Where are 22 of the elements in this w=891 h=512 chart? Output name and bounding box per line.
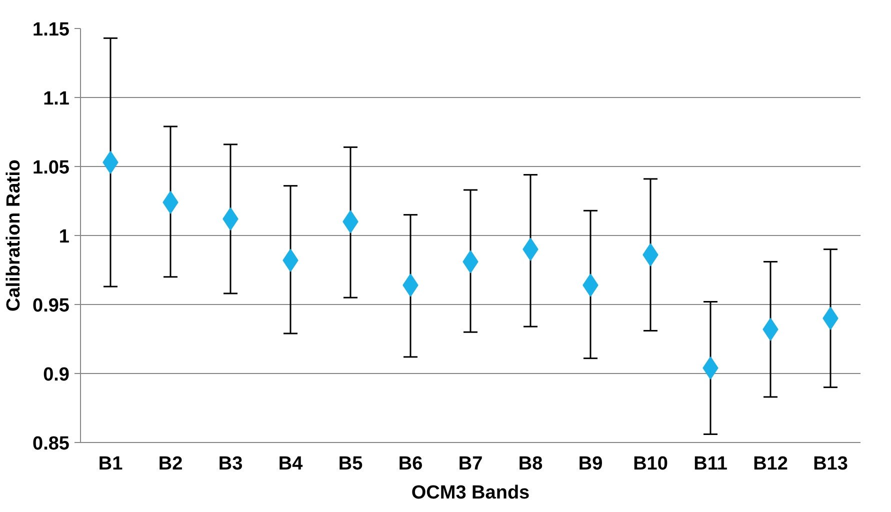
x-tick-label: B13 (813, 454, 848, 474)
x-tick-label: B3 (218, 454, 243, 474)
y-tick-label: 0.95 (32, 296, 70, 316)
x-tick-label: B10 (633, 454, 668, 474)
x-tick-label: B1 (98, 454, 124, 474)
y-axis-title: Calibration Ratio (4, 159, 25, 312)
y-tick-label: 1.05 (32, 158, 70, 178)
x-tick-label: B7 (458, 454, 483, 474)
x-tick-label: B4 (278, 454, 304, 474)
x-tick-label: B6 (398, 454, 423, 474)
y-tick-label: 1.15 (32, 20, 70, 40)
y-tick-label: 1 (58, 226, 70, 248)
y-tick-label: 0.9 (43, 364, 70, 386)
x-tick-label: B11 (694, 454, 728, 474)
y-tick-label: 1.1 (43, 88, 70, 110)
x-tick-label: B9 (578, 454, 603, 474)
x-axis-title: OCM3 Bands (411, 482, 530, 504)
x-tick-label: B5 (338, 454, 364, 474)
x-tick-label: B8 (518, 454, 543, 474)
x-tick-label: B12 (753, 454, 788, 474)
x-tick-label: B2 (158, 454, 183, 474)
y-tick-label: 0.85 (32, 434, 70, 454)
